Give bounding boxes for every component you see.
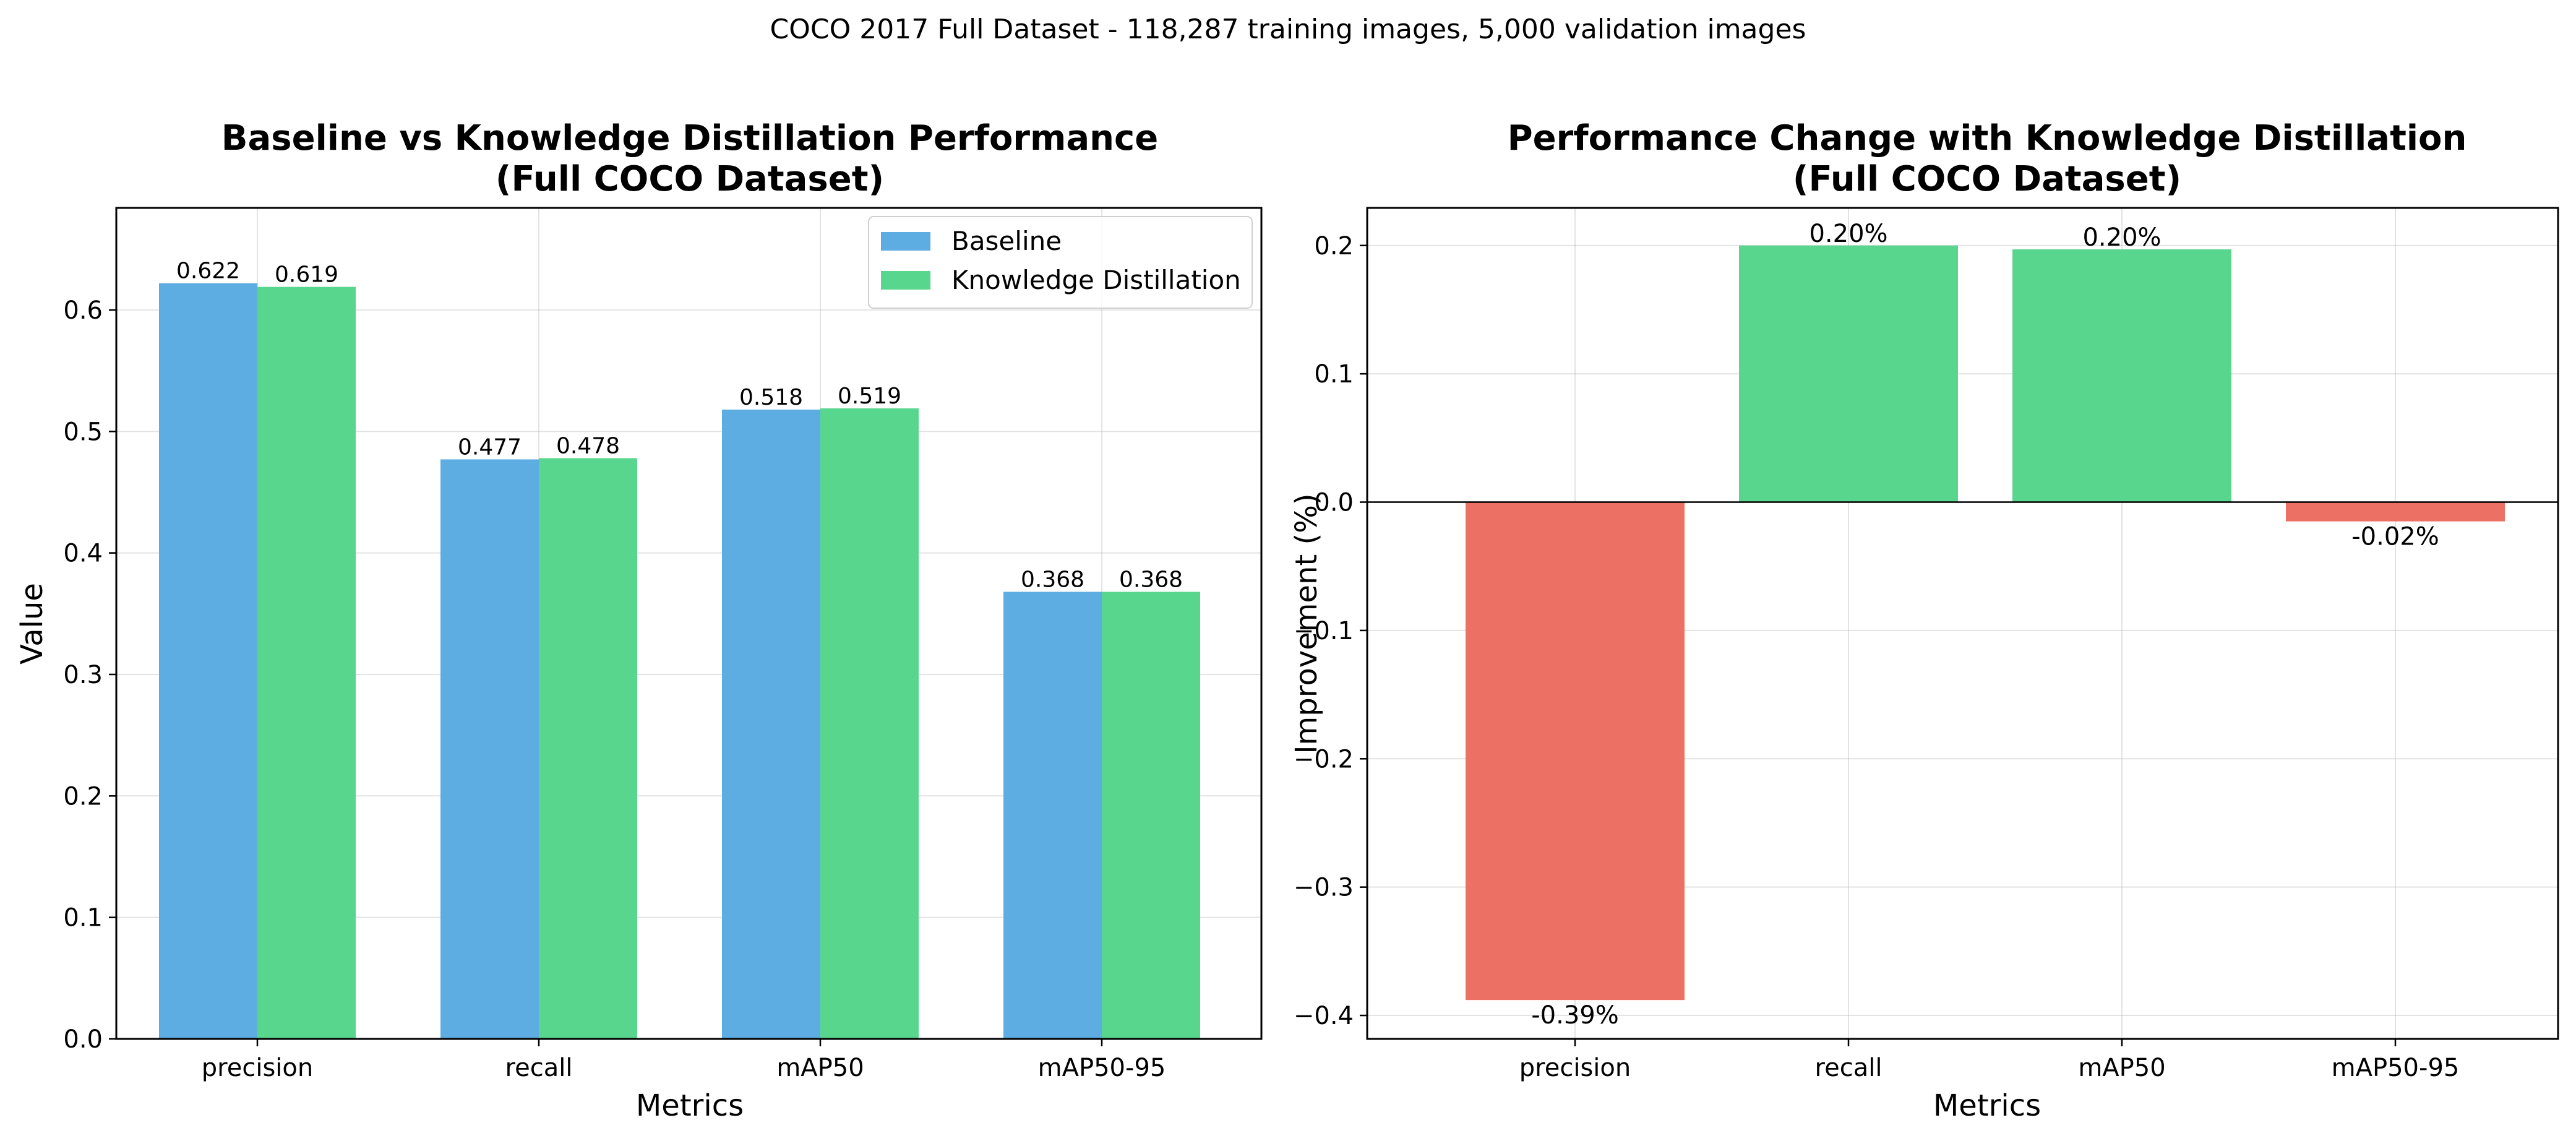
right-data-labels: -0.39% 0.20% 0.20% -0.02% [1531,220,2439,1030]
data-label-knowledge-distillation-map50: 0.519 [838,384,901,409]
left-chart-title-line-1: Baseline vs Knowledge Distillation Perfo… [221,118,1158,158]
improvement-label-precision: -0.39% [1531,1001,1619,1030]
right-x-ticks: precision recall mAP50 mAP50-95 [1519,1039,2460,1082]
improvement-label-recall: 0.20% [1809,220,1887,248]
right-y-tick-label: 0.1 [1314,360,1354,389]
left-y-tick-label: 0.1 [63,904,103,932]
left-data-labels: 0.622 0.619 0.477 0.478 0.518 0.519 0.368 0.368 [176,259,1183,593]
right-y-tick-label: −0.4 [1294,1002,1354,1030]
right-x-axis-label: Metrics [1933,1088,2041,1123]
improvement-bar-precision [1466,502,1685,1001]
legend-label-baseline: Baseline [951,226,1062,256]
data-label-baseline-precision: 0.622 [176,259,240,284]
improvement-bar-map50-95 [2286,502,2505,522]
improvement-bar-recall [1739,245,1958,502]
left-x-tick-label-recall: recall [505,1054,573,1082]
right-axes-frame [1366,207,2559,1040]
left-x-ticks: precision recall mAP50 mAP50-95 [202,1039,1166,1082]
right-x-tick-label-map50-95: mAP50-95 [2332,1054,2460,1082]
right-y-tick-label: 0.0 [1314,489,1354,517]
right-chart-title-line-1: Performance Change with Knowledge Distil… [1508,118,2467,158]
left-y-tick-label: 0.4 [63,540,103,568]
left-chart-title-line-2: (Full COCO Dataset) [496,159,884,199]
left-y-tick-label: 0.3 [63,661,103,689]
left-x-tick-label-map50: mAP50 [776,1054,864,1082]
left-axes-frame [115,207,1263,1040]
left-x-axis-label: Metrics [636,1088,744,1123]
right-y-axis-label: Improvement (%) [1289,493,1324,754]
right-y-tick-label: 0.2 [1314,232,1354,260]
data-label-baseline-recall: 0.477 [458,434,522,460]
data-label-knowledge-distillation-recall: 0.478 [556,433,620,459]
data-label-baseline-map50: 0.518 [739,385,803,410]
legend-frame [868,216,1253,309]
left-bars [159,283,1200,1040]
data-label-baseline-map50-95: 0.368 [1021,567,1084,592]
right-bars [1466,245,2505,1001]
right-x-tick-label-recall: recall [1815,1054,1883,1082]
bar-knowledge-distillation-map50-95 [1102,592,1200,1039]
legend-swatch-knowledge-distillation [881,271,930,290]
right-y-tick-label: −0.2 [1294,745,1354,773]
left-chart: Baseline vs Knowledge Distillation Perfo… [15,118,1263,1123]
right-y-tick-label: −0.1 [1294,617,1354,645]
bar-baseline-recall [440,459,539,1039]
data-label-knowledge-distillation-precision: 0.619 [275,262,338,288]
bar-baseline-map50 [722,409,820,1039]
bar-knowledge-distillation-precision [257,286,356,1039]
right-y-ticks: −0.4 −0.3 −0.2 −0.1 0.0 0.1 0.2 [1294,232,1367,1030]
figure-suptitle: COCO 2017 Full Dataset - 118,287 trainin… [770,14,1806,45]
bar-baseline-precision [159,283,257,1040]
bar-knowledge-distillation-recall [539,458,637,1039]
left-y-axis-label: Value [15,583,49,665]
left-x-tick-label-map50-95: mAP50-95 [1038,1054,1166,1082]
bar-baseline-map50-95 [1003,592,1102,1039]
right-x-tick-label-map50: mAP50 [2078,1054,2165,1082]
left-y-tick-label: 0.5 [63,418,103,446]
left-y-tick-label: 0.0 [63,1025,103,1054]
right-y-tick-label: −0.3 [1294,874,1354,902]
improvement-label-map50-95: -0.02% [2351,523,2439,551]
legend-swatch-baseline [881,232,930,251]
improvement-label-map50: 0.20% [2082,223,2161,252]
right-chart: Performance Change with Knowledge Distil… [1289,118,2559,1123]
left-y-ticks: 0.0 0.1 0.2 0.3 0.4 0.5 0.6 [63,296,116,1054]
left-y-tick-label: 0.2 [63,782,103,811]
data-label-knowledge-distillation-map50-95: 0.368 [1119,567,1183,592]
right-chart-title-line-2: (Full COCO Dataset) [1793,159,2181,199]
left-y-tick-label: 0.6 [63,296,103,325]
left-x-tick-label-precision: precision [202,1054,313,1082]
bar-knowledge-distillation-map50 [820,408,919,1039]
improvement-bar-map50 [2012,249,2231,502]
legend-label-knowledge-distillation: Knowledge Distillation [951,265,1241,295]
right-x-tick-label-precision: precision [1519,1054,1631,1082]
legend: Baseline Knowledge Distillation [868,216,1253,309]
